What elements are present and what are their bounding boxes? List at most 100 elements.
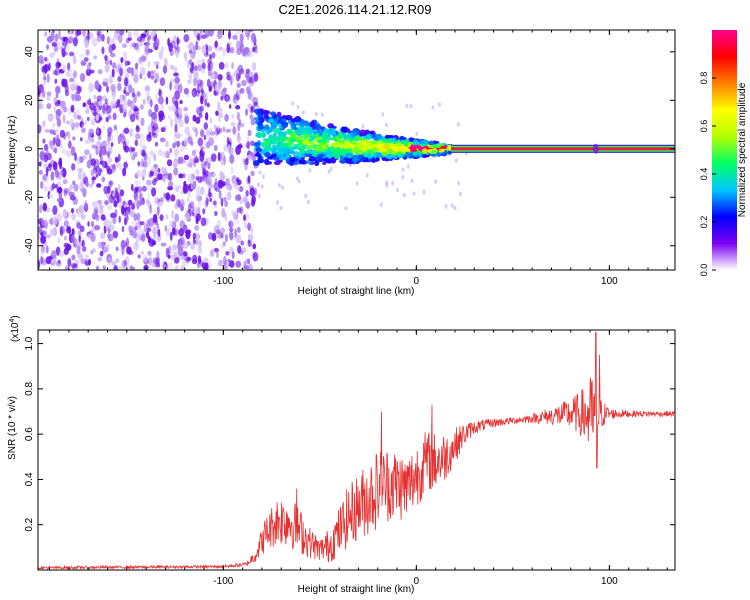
scatter-dot: [379, 202, 383, 207]
noise-blob: [131, 219, 137, 228]
noise-blob: [213, 225, 220, 234]
noise-blob: [106, 36, 110, 45]
noise-blob: [118, 215, 122, 224]
noise-blob: [112, 230, 119, 239]
noise-blob: [195, 176, 199, 181]
noise-blob: [72, 197, 78, 205]
noise-blob: [75, 30, 79, 38]
noise-blob: [105, 105, 112, 114]
noise-blob: [192, 232, 197, 240]
scatter-dot: [344, 206, 348, 211]
noise-blob: [145, 179, 152, 186]
noise-blob: [38, 169, 43, 175]
spectrogram-y-tick-label: 40: [24, 46, 35, 58]
noise-blob: [89, 183, 93, 188]
noise-blob: [106, 98, 110, 105]
noise-blob: [43, 221, 48, 228]
noise-blob: [150, 75, 155, 80]
noise-blob: [147, 124, 153, 135]
signal-blob: [422, 148, 428, 153]
noise-blob: [247, 175, 251, 184]
noise-blob: [220, 151, 225, 162]
noise-blob: [149, 150, 155, 157]
noise-blob: [56, 197, 62, 203]
noise-blob: [192, 206, 198, 214]
noise-blob: [243, 214, 247, 222]
noise-blob: [191, 149, 197, 157]
noise-blob: [88, 128, 95, 136]
noise-blob: [238, 185, 244, 193]
noise-blob: [161, 167, 167, 175]
noise-blob: [230, 165, 234, 175]
noise-blob: [103, 224, 107, 234]
scatter-dot: [450, 203, 454, 208]
signal-blob: [439, 145, 446, 150]
noise-blob: [135, 170, 142, 178]
noise-blob: [209, 127, 213, 133]
noise-blob: [58, 157, 63, 165]
signal-blob: [310, 134, 316, 140]
noise-blob: [51, 182, 56, 190]
noise-blob: [147, 61, 151, 68]
signal-blob: [270, 147, 277, 154]
noise-blob: [111, 99, 118, 107]
noise-blob: [195, 116, 201, 124]
noise-blob: [186, 256, 192, 262]
noise-blob: [53, 128, 59, 134]
noise-blob: [217, 33, 223, 39]
noise-blob: [200, 95, 204, 105]
noise-blob: [193, 76, 198, 87]
noise-blob: [101, 176, 106, 183]
scatter-dot: [456, 122, 460, 127]
noise-blob: [196, 45, 201, 51]
noise-blob: [108, 234, 114, 242]
noise-blob: [179, 146, 185, 152]
noise-blob: [44, 64, 48, 74]
noise-blob: [79, 53, 86, 59]
noise-blob: [252, 61, 257, 71]
noise-blob: [247, 103, 253, 109]
signal-blob: [335, 136, 340, 141]
signal-blob: [399, 139, 405, 145]
scatter-dot: [444, 204, 448, 209]
snr-frame: [37, 329, 676, 571]
noise-blob: [232, 211, 238, 217]
noise-blob: [200, 217, 207, 227]
noise-blob: [202, 168, 207, 176]
noise-blob: [173, 66, 178, 73]
signal-blob: [314, 145, 323, 152]
noise-blob: [139, 72, 143, 80]
scatter-dot: [405, 103, 409, 109]
noise-blob: [180, 265, 185, 270]
noise-blob: [209, 249, 214, 257]
signal-blob: [309, 121, 316, 128]
noise-blob: [118, 161, 123, 171]
noise-blob: [247, 267, 252, 270]
noise-blob: [125, 237, 130, 248]
noise-blob: [247, 233, 254, 242]
noise-blob: [155, 37, 160, 48]
noise-blob: [245, 47, 251, 57]
noise-blob: [55, 134, 60, 144]
scatter-dot: [454, 158, 458, 163]
noise-blob: [50, 171, 55, 181]
signal-blob: [352, 156, 358, 163]
signal-blob: [297, 154, 306, 158]
noise-blob: [66, 150, 72, 158]
noise-blob: [102, 265, 106, 270]
noise-blob: [158, 88, 162, 97]
signal-blob: [253, 108, 260, 114]
noise-blob: [207, 232, 213, 240]
noise-blob: [128, 84, 133, 94]
noise-blob: [237, 121, 241, 132]
noise-blob: [169, 147, 173, 154]
noise-blob: [152, 226, 158, 237]
noise-blob: [194, 155, 198, 164]
signal-blob: [396, 151, 402, 156]
noise-blob: [121, 245, 125, 256]
signal-blob: [406, 152, 412, 159]
snr-panel: -100 0 100 0.2 0.4 0.6 0.8 1.0 (x104) Height of…: [7, 315, 676, 595]
noise-blob: [39, 151, 45, 160]
noise-blob: [66, 70, 70, 77]
snr-multiplier-base: (x10: [10, 322, 21, 342]
